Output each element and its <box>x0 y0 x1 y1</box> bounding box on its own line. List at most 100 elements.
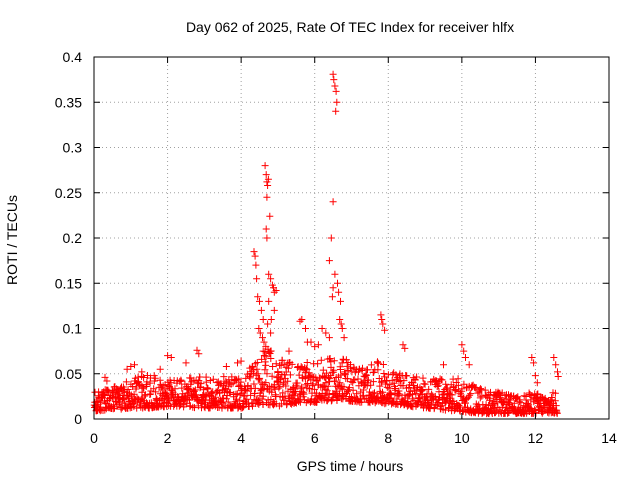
data-point <box>206 377 214 384</box>
data-point <box>354 375 362 383</box>
data-point <box>270 288 278 296</box>
x-tick-label: 14 <box>601 430 617 446</box>
data-point <box>371 389 378 397</box>
data-point <box>267 347 275 355</box>
data-point <box>119 395 126 403</box>
data-point <box>250 366 258 374</box>
data-point <box>476 394 484 402</box>
data-point <box>250 380 258 388</box>
data-point <box>197 380 205 388</box>
data-point <box>380 370 388 377</box>
data-point <box>322 379 330 387</box>
data-point <box>141 392 149 400</box>
data-point <box>367 381 375 389</box>
data-point <box>539 408 547 416</box>
data-point <box>233 395 240 403</box>
data-point <box>458 385 466 393</box>
y-tick-label: 0.15 <box>55 275 82 291</box>
data-point <box>167 354 175 361</box>
data-point <box>272 287 280 294</box>
data-point <box>411 376 419 384</box>
data-point <box>120 396 128 404</box>
data-point <box>410 397 418 405</box>
data-point <box>262 361 270 369</box>
data-point <box>314 341 322 349</box>
data-point <box>553 409 561 417</box>
data-point <box>267 329 275 337</box>
data-point <box>324 382 332 390</box>
data-point <box>277 361 285 369</box>
data-point <box>265 297 273 305</box>
data-point <box>514 393 522 401</box>
data-point <box>421 380 429 388</box>
data-point <box>331 82 339 90</box>
data-point <box>274 369 282 376</box>
data-point <box>242 386 249 394</box>
data-point <box>432 377 440 384</box>
data-point <box>303 359 311 366</box>
data-point <box>462 354 469 361</box>
data-point <box>331 377 339 385</box>
x-tick-label: 2 <box>164 430 172 446</box>
data-point <box>259 347 267 355</box>
data-point <box>293 379 301 387</box>
data-point <box>311 343 319 351</box>
y-tick-label: 0.4 <box>63 49 83 65</box>
data-point <box>286 371 294 379</box>
data-point <box>335 288 343 296</box>
data-point <box>123 365 131 373</box>
data-point <box>256 374 264 382</box>
data-point <box>263 370 271 378</box>
data-point <box>182 399 190 407</box>
data-point <box>191 404 198 412</box>
data-point <box>332 87 340 95</box>
data-point <box>253 275 261 283</box>
data-point <box>280 371 288 379</box>
data-point <box>462 399 469 407</box>
data-point <box>374 358 381 366</box>
data-point <box>278 356 286 364</box>
data-point <box>222 395 230 403</box>
data-point <box>331 270 339 278</box>
data-point <box>502 395 510 403</box>
data-point <box>491 409 499 417</box>
data-point <box>264 320 272 328</box>
data-point <box>267 355 275 362</box>
data-point <box>389 399 397 407</box>
data-point <box>302 325 309 332</box>
data-point <box>324 395 332 403</box>
data-point <box>267 275 275 283</box>
data-point <box>264 175 272 183</box>
data-point <box>117 405 125 413</box>
axis-tick-labels: 0 2 4 6 8 10 12 14 0 0.05 0.1 0.15 0.2 0.25 0.3 0.35 0.4 <box>55 49 617 446</box>
data-point <box>336 379 344 387</box>
data-point <box>551 389 559 397</box>
data-point <box>497 408 505 416</box>
data-point <box>292 388 299 396</box>
data-point <box>340 334 348 342</box>
data-point <box>182 359 190 367</box>
data-point <box>256 329 264 337</box>
data-point <box>124 386 132 393</box>
data-point <box>458 341 466 349</box>
data-point <box>259 392 267 400</box>
data-point <box>379 361 387 368</box>
data-point <box>525 400 533 408</box>
data-point <box>448 391 456 399</box>
data-point <box>318 325 326 332</box>
data-point <box>374 359 382 367</box>
data-point <box>252 261 260 269</box>
data-point <box>325 334 333 342</box>
data-point <box>364 376 372 384</box>
data-point <box>381 400 389 408</box>
y-tick-label: 0.35 <box>55 94 82 110</box>
axis-ticks <box>93 56 610 420</box>
data-point <box>190 387 198 395</box>
data-point <box>253 365 261 373</box>
data-point <box>267 316 275 323</box>
data-point <box>282 382 290 390</box>
data-point <box>222 363 230 370</box>
data-point <box>275 384 283 392</box>
data-point <box>208 389 216 397</box>
